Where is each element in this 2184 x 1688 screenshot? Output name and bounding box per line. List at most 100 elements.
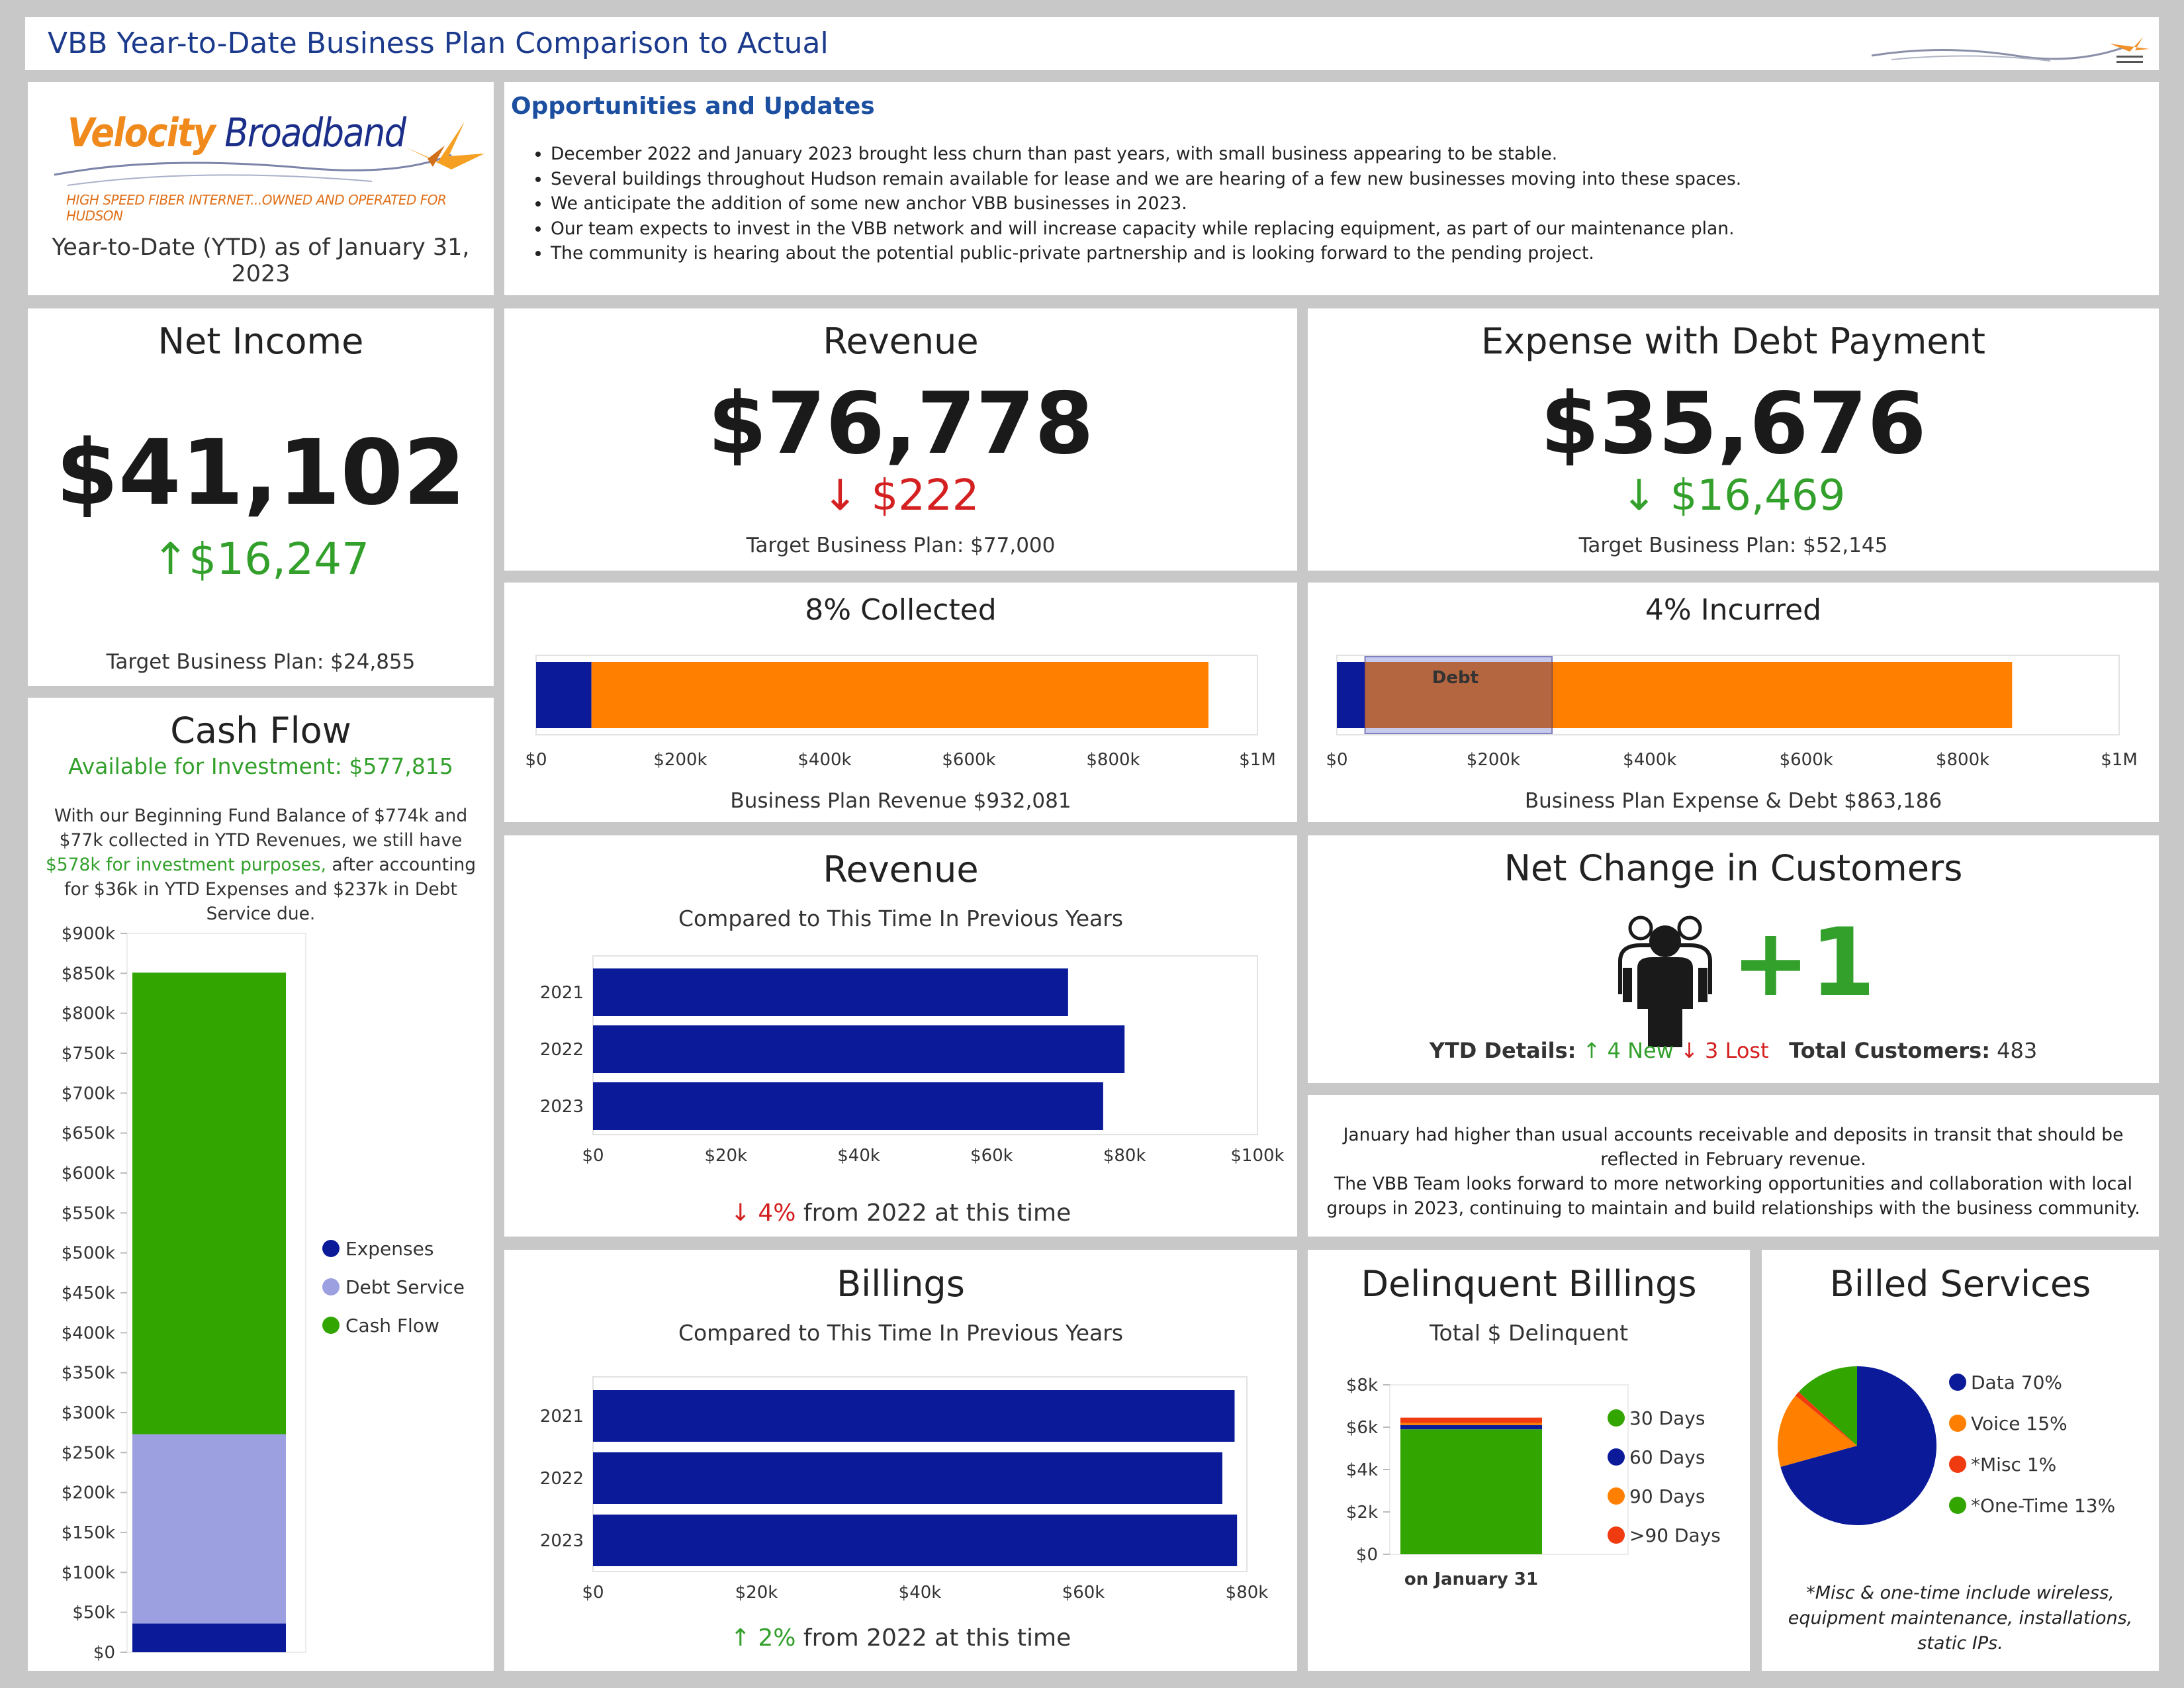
bar-2023 xyxy=(593,1082,1103,1130)
y-tick-label: $8k xyxy=(1346,1376,1378,1395)
y-tick-label: $500k xyxy=(62,1244,115,1264)
delinquent-chart: $0 $2k $4k $6k $8k on January 31 30 Days 60 Day… xyxy=(1346,1376,1721,1589)
billed-services-panel: Billed Services Data 70% Voice 15% *Misc 1… xyxy=(1762,1250,2159,1671)
legend-label: Expenses xyxy=(345,1238,433,1260)
y-tick-label: 2022 xyxy=(540,1469,584,1489)
x-tick-label: $60k xyxy=(970,1146,1013,1166)
y-tick-label: $4k xyxy=(1346,1460,1378,1480)
cash-flow-panel: Cash Flow Available for Investment: $577… xyxy=(28,698,494,1671)
list-item: The community is hearing about the poten… xyxy=(551,241,2159,266)
y-tick-label: $650k xyxy=(62,1124,115,1144)
bar-2021 xyxy=(593,1390,1235,1442)
delinquent-title: Delinquent Billings xyxy=(1361,1263,1697,1305)
logo-panel: Velocity Broadband HIGH SPEED FIBER INTE… xyxy=(28,82,494,295)
y-tick-label: $350k xyxy=(62,1364,115,1383)
x-tick-label: $100k xyxy=(1230,1146,1284,1166)
x-tick-label: $200k xyxy=(653,750,707,770)
delinquent-panel: Delinquent Billings Total $ Delinquent $… xyxy=(1308,1250,1750,1671)
billed-services-note: *Misc & one-time include wireless, equip… xyxy=(1788,1583,2133,1654)
pie-slice-1 xyxy=(1778,1395,1857,1467)
delinquent-subtitle: Total $ Delinquent xyxy=(1429,1320,1629,1346)
customers-net-change: +1 xyxy=(1731,908,1876,1017)
notes-panel: January had higher than usual accounts r… xyxy=(1308,1095,2159,1237)
x-tick-label: $800k xyxy=(1086,750,1140,770)
notes-text: January had higher than usual accounts r… xyxy=(1317,1123,2150,1221)
legend-swatch xyxy=(1949,1415,1966,1432)
x-tick-label: $800k xyxy=(1936,750,1989,770)
y-tick-label: $450k xyxy=(62,1284,115,1303)
x-tick-label: $400k xyxy=(797,750,851,770)
revenue-kpi-value: $76,778 xyxy=(707,375,1094,473)
billings-years-chart: $0 $20k $40k $60k $80k 2021 2022 2023 xyxy=(540,1376,1269,1603)
legend-swatch xyxy=(322,1240,340,1257)
net-income-delta: ↑$16,247 xyxy=(152,534,370,585)
legend-swatch xyxy=(1608,1409,1625,1427)
y-tick-label: $150k xyxy=(62,1523,115,1543)
y-tick-label: $0 xyxy=(93,1643,115,1663)
y-tick-label: $200k xyxy=(62,1483,115,1503)
brand-logo-word-b: Broadband xyxy=(214,110,406,156)
x-tick-label: $600k xyxy=(1780,750,1833,770)
net-income-title: Net Income xyxy=(158,320,364,362)
x-tick-label: on January 31 xyxy=(1404,1570,1538,1589)
customers-people-icon xyxy=(1618,915,1712,1047)
list-item: We anticipate the addition of some new a… xyxy=(551,191,2159,216)
x-tick-label: $200k xyxy=(1467,750,1520,770)
notes-line-2: The VBB Team looks forward to more netwo… xyxy=(1326,1174,2140,1219)
revenue-years-chart: $0 $20k $40k $60k $80k $100k 2021 2022 2023 xyxy=(540,955,1285,1166)
legend-label: Cash Flow xyxy=(345,1315,439,1336)
x-tick-label: $80k xyxy=(1103,1146,1146,1166)
x-tick-label: $400k xyxy=(1623,750,1676,770)
notes-line-1: January had higher than usual accounts r… xyxy=(1343,1125,2124,1170)
cash-flow-description: With our Beginning Fund Balance of $774k… xyxy=(41,804,480,926)
pie-slice-3 xyxy=(1798,1366,1857,1446)
collected-chart: $0 $200k $400k $600k $800k $1M xyxy=(525,655,1276,770)
legend-swatch xyxy=(1949,1497,1966,1514)
billed-services-title: Billed Services xyxy=(1829,1263,2091,1305)
y-tick-label: $600k xyxy=(62,1164,115,1184)
expense-kpi-value: $35,676 xyxy=(1540,375,1927,473)
list-item: Several buildings throughout Hudson rema… xyxy=(551,167,2159,192)
x-tick-label: $80k xyxy=(1226,1583,1269,1603)
bar-segment--90-days xyxy=(1400,1417,1542,1423)
y-tick-label: $6k xyxy=(1346,1418,1378,1438)
x-tick-label: $40k xyxy=(837,1146,880,1166)
expense-kpi-title: Expense with Debt Payment xyxy=(1481,320,1985,362)
bar-segment-expenses xyxy=(132,1623,286,1652)
updates-panel: Opportunities and Updates December 2022 … xyxy=(504,82,2159,295)
billings-compare-rest: from 2022 at this time xyxy=(796,1624,1071,1652)
cash-flow-subtitle-label: Available for Investment: xyxy=(68,753,342,779)
y-tick-label: $400k xyxy=(62,1323,115,1343)
legend-swatch xyxy=(322,1317,340,1334)
legend-label: >90 Days xyxy=(1629,1524,1721,1546)
legend-label: 30 Days xyxy=(1629,1407,1705,1429)
x-tick-label: $600k xyxy=(942,750,995,770)
expense-kpi-target: Target Business Plan: $52,145 xyxy=(1578,534,1888,557)
cash-flow-desc-1: With our Beginning Fund Balance of $774k… xyxy=(54,806,468,851)
bar-segment-debt-service xyxy=(132,1434,286,1624)
net-income-value: $41,102 xyxy=(56,421,466,526)
revenue-years-title: Revenue xyxy=(823,849,979,890)
debt-overlay-label: Debt xyxy=(1432,668,1479,688)
x-tick-label: $0 xyxy=(525,750,547,770)
pie-slice-2 xyxy=(1795,1391,1857,1446)
billed-services-chart: Data 70% Voice 15% *Misc 1% *One-Time 13% xyxy=(1778,1366,2115,1525)
updates-list: December 2022 and January 2023 brought l… xyxy=(504,142,2159,266)
y-tick-label: $800k xyxy=(62,1004,115,1024)
incurred-xlabel: Business Plan Expense & Debt $863,186 xyxy=(1524,789,1942,813)
bar-segment-cash-flow xyxy=(132,972,286,1434)
legend-swatch xyxy=(1608,1448,1625,1466)
debt-overlay-bar xyxy=(1365,662,1553,728)
billings-subtitle: Compared to This Time In Previous Years xyxy=(678,1320,1124,1346)
x-tick-label: $0 xyxy=(582,1583,604,1603)
legend-swatch xyxy=(322,1278,340,1295)
y-tick-label: $750k xyxy=(62,1044,115,1064)
y-tick-label: 2023 xyxy=(540,1097,584,1117)
cash-flow-subtitle: Available for Investment: $577,815 xyxy=(28,753,494,779)
y-tick-label: $850k xyxy=(62,964,115,984)
x-tick-label: $60k xyxy=(1062,1583,1105,1603)
brand-logo-word-a: Velocity xyxy=(68,110,216,156)
pie-slice-0 xyxy=(1780,1366,1936,1525)
brand-bird-icon xyxy=(54,122,484,186)
revenue-kpi-title: Revenue xyxy=(823,320,979,362)
